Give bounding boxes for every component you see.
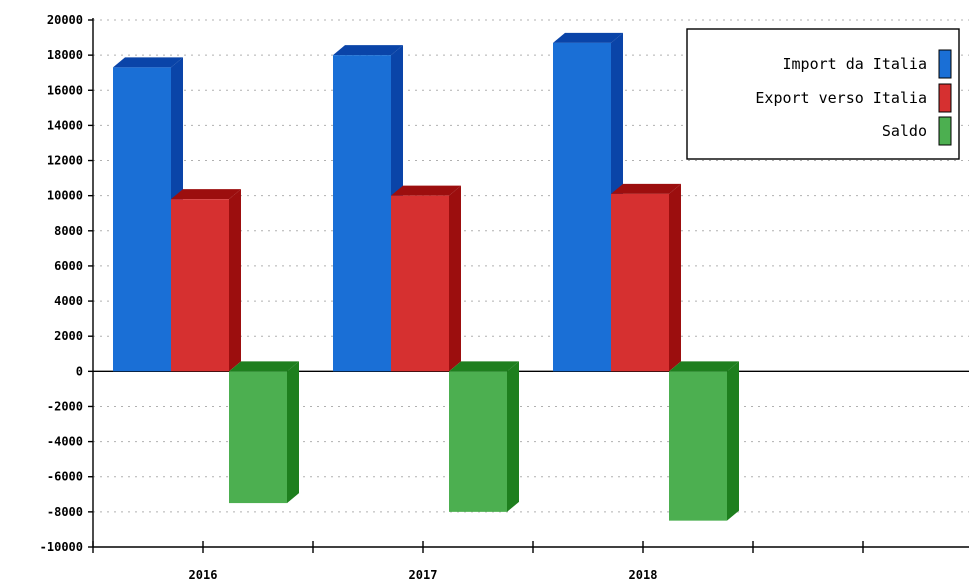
y-tick-label: -6000	[47, 470, 83, 484]
y-tick-label: 16000	[47, 83, 83, 97]
y-tick-label: 8000	[54, 224, 83, 238]
y-tick-label: 10000	[47, 189, 83, 203]
legend-swatch	[938, 49, 952, 79]
bar-top-face	[449, 361, 519, 372]
bar-export-verso-italia-2017	[391, 185, 461, 372]
bar-front-face	[449, 371, 507, 512]
bar-top-face	[391, 185, 461, 196]
bar-top-face	[553, 32, 623, 43]
bar-side-face	[669, 183, 681, 372]
bar-side-face	[449, 185, 461, 372]
bar-front-face	[333, 55, 391, 372]
legend-box: Import da Italia Export verso Italia Saldo	[686, 28, 960, 160]
legend-label: Import da Italia	[783, 55, 928, 73]
y-tick-label: 12000	[47, 154, 83, 168]
y-tick-label: -8000	[47, 505, 83, 519]
y-tick-label: -10000	[40, 540, 83, 554]
bar-side-face	[727, 361, 739, 521]
x-tick-label: 2016	[189, 568, 218, 582]
axes	[88, 18, 969, 553]
bar-import-da-italia-2018	[553, 32, 623, 372]
bar-saldo-2018	[669, 361, 739, 521]
legend-swatch	[938, 116, 952, 146]
x-tick-label: 2017	[409, 568, 438, 582]
bar-side-face	[287, 361, 299, 504]
bar-front-face	[669, 371, 727, 521]
y-tick-label: -2000	[47, 399, 83, 413]
y-tick-label: 2000	[54, 329, 83, 343]
bar-front-face	[391, 195, 449, 372]
x-tick-label: 2018	[629, 568, 658, 582]
y-tick-label: 20000	[47, 13, 83, 27]
bar-export-verso-italia-2018	[611, 183, 681, 372]
bar-front-face	[113, 67, 171, 372]
legend-label: Saldo	[882, 122, 927, 140]
bar-top-face	[333, 45, 403, 56]
bars	[113, 32, 739, 521]
y-tick-label: 6000	[54, 259, 83, 273]
y-tick-label: 14000	[47, 118, 83, 132]
bar-side-face	[507, 361, 519, 512]
bar-top-face	[611, 183, 681, 194]
bar-top-face	[113, 57, 183, 68]
bar-top-face	[171, 189, 241, 200]
legend-label: Export verso Italia	[755, 89, 927, 107]
y-tick-label: 18000	[47, 48, 83, 62]
y-tick-label: -4000	[47, 435, 83, 449]
bar-front-face	[229, 371, 287, 504]
legend: Import da Italia Export verso Italia Saldo	[686, 28, 960, 160]
axis-labels: 2000018000160001400012000100008000600040…	[40, 13, 658, 582]
bar-front-face	[171, 199, 229, 372]
bar-side-face	[229, 189, 241, 372]
bar-export-verso-italia-2016	[171, 189, 241, 372]
bar-saldo-2017	[449, 361, 519, 512]
legend-swatch	[938, 83, 952, 113]
y-tick-label: 0	[76, 364, 83, 378]
legend-frame	[686, 28, 960, 160]
bar-saldo-2016	[229, 361, 299, 504]
bar-top-face	[669, 361, 739, 372]
y-tick-label: 4000	[54, 294, 83, 308]
bar-front-face	[553, 42, 611, 372]
bar-top-face	[229, 361, 299, 372]
bar-front-face	[611, 193, 669, 372]
